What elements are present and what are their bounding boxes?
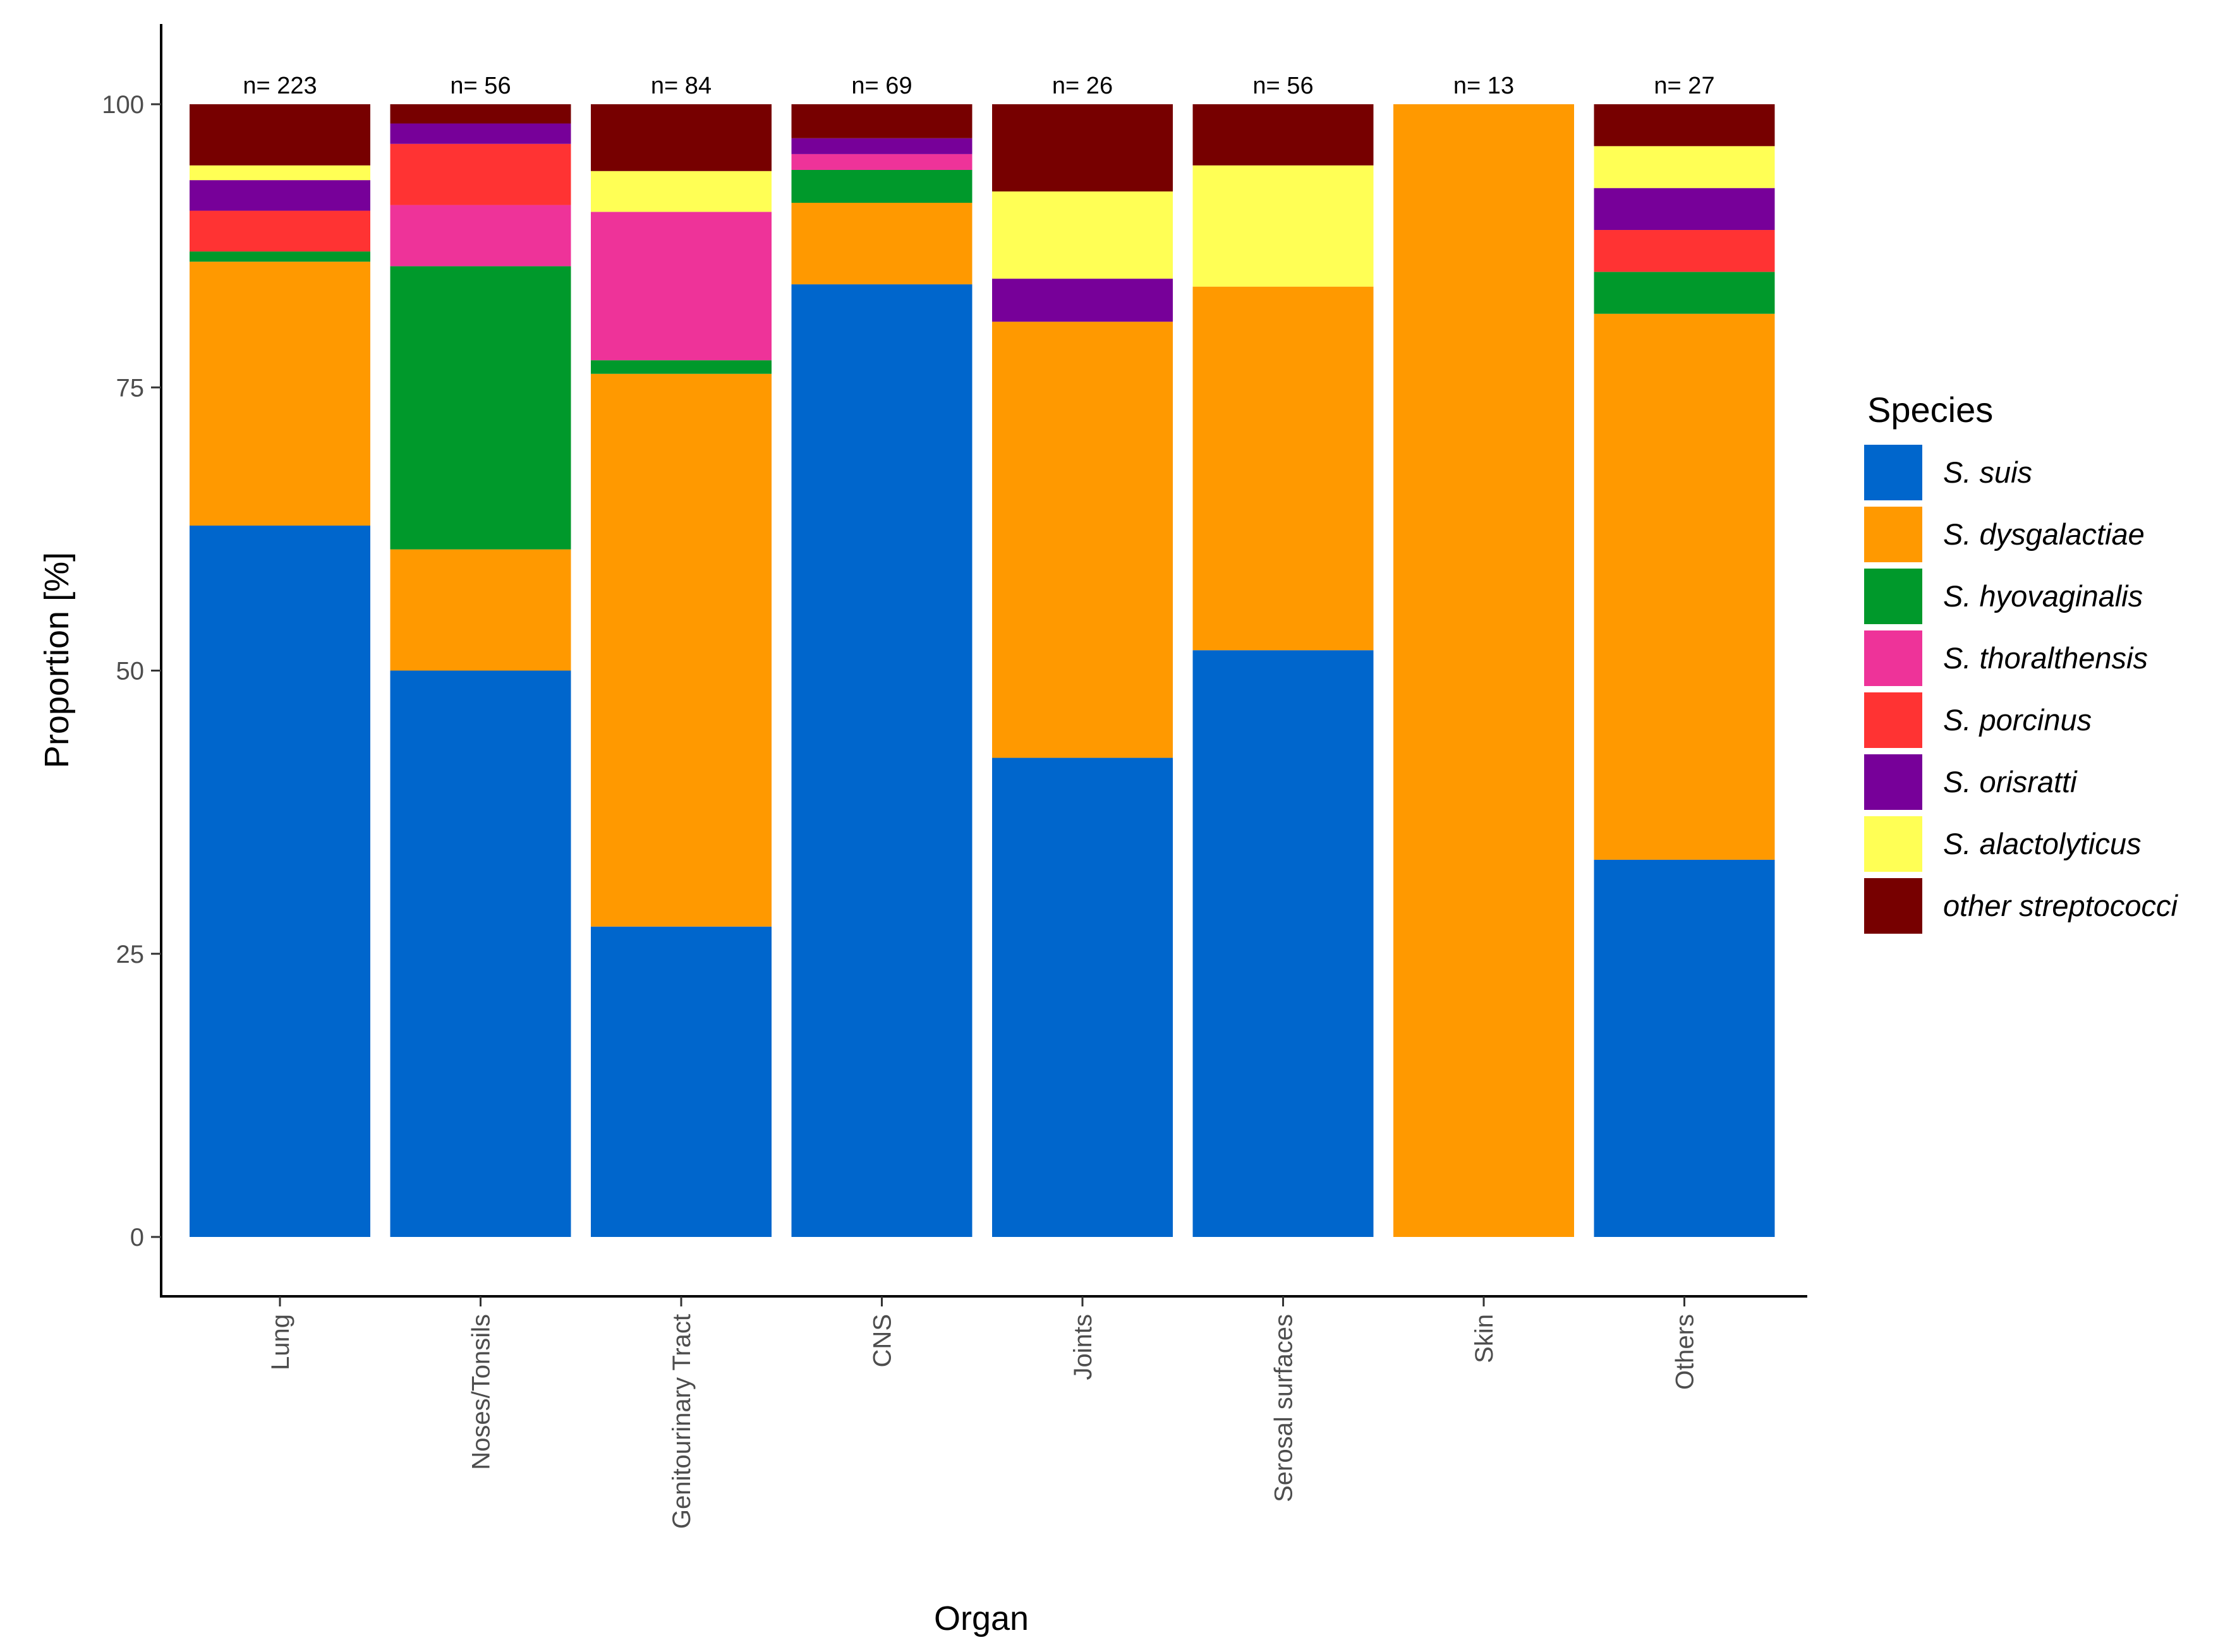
x-tick-label-joints: Joints — [1069, 1314, 1097, 1380]
x-tick-label-noses-tonsils: Noses/Tonsils — [468, 1314, 495, 1470]
bar-segment-noses-tonsils-s-thoralthensis — [390, 205, 571, 267]
bar-segment-genitourinary-tract-s-thoralthensis — [591, 212, 772, 361]
bar-segment-others-s-porcinus — [1594, 230, 1775, 272]
y-tick-label-50: 50 — [116, 658, 145, 685]
legend-title: Species — [1867, 390, 1993, 430]
bar-segment-lung-s-orisratti — [190, 180, 370, 211]
y-tick-label-75: 75 — [116, 374, 145, 402]
bar-segment-joints-s-alactolyticus — [992, 191, 1173, 279]
count-label-serosal-surfaces: n= 56 — [1252, 73, 1313, 99]
count-label-noses-tonsils: n= 56 — [450, 73, 511, 99]
bar-segment-serosal-surfaces-s-dysgalactiae — [1192, 286, 1374, 651]
legend-label-s-dysgalactiae: S. dysgalactiae — [1943, 517, 2145, 551]
bar-segment-others-other-streptococci — [1594, 104, 1775, 147]
bar-segment-cns-s-dysgalactiae — [791, 202, 973, 285]
bar-segment-lung-other-streptococci — [190, 104, 370, 166]
legend-swatch-s-alactolyticus — [1864, 816, 1922, 872]
legend-label-s-suis: S. suis — [1943, 455, 2032, 489]
bar-segment-noses-tonsils-s-hyovaginalis — [390, 266, 571, 550]
bar-segment-lung-s-hyovaginalis — [190, 251, 370, 262]
count-label-joints: n= 26 — [1052, 73, 1113, 99]
bar-segment-others-s-dysgalactiae — [1594, 313, 1775, 860]
bar-segment-lung-s-suis — [190, 525, 370, 1237]
count-label-genitourinary-tract: n= 84 — [651, 73, 712, 99]
bar-segment-joints-s-suis — [992, 757, 1173, 1237]
bar-segment-lung-s-alactolyticus — [190, 165, 370, 181]
legend-label-s-porcinus: S. porcinus — [1943, 703, 2092, 737]
legend-swatch-s-orisratti — [1864, 754, 1922, 810]
bar-segment-genitourinary-tract-s-suis — [591, 926, 772, 1237]
legend-swatch-s-dysgalactiae — [1864, 507, 1922, 562]
bar-segment-noses-tonsils-s-porcinus — [390, 143, 571, 205]
y-tick-label-0: 0 — [130, 1224, 144, 1251]
x-axis-title: Organ — [934, 1600, 1029, 1637]
bar-segment-lung-s-dysgalactiae — [190, 262, 370, 526]
bar-segment-cns-s-orisratti — [791, 138, 973, 154]
legend-swatch-other-streptococci — [1864, 878, 1922, 934]
bar-segment-genitourinary-tract-s-dysgalactiae — [591, 373, 772, 927]
x-tick-label-skin: Skin — [1470, 1314, 1498, 1363]
bar-segment-joints-s-dysgalactiae — [992, 322, 1173, 758]
bars-layer — [190, 104, 1775, 1237]
y-tick-label-100: 100 — [102, 91, 144, 119]
bar-segment-others-s-hyovaginalis — [1594, 272, 1775, 314]
bar-segment-serosal-surfaces-s-suis — [1192, 650, 1374, 1237]
bar-segment-cns-s-thoralthensis — [791, 154, 973, 170]
bar-segment-serosal-surfaces-s-alactolyticus — [1192, 165, 1374, 287]
legend-label-s-alactolyticus: S. alactolyticus — [1943, 827, 2141, 860]
bar-segment-cns-other-streptococci — [791, 104, 973, 138]
count-label-skin: n= 13 — [1453, 73, 1514, 99]
bar-segment-noses-tonsils-s-dysgalactiae — [390, 549, 571, 671]
legend-swatch-s-porcinus — [1864, 692, 1922, 748]
count-label-lung: n= 223 — [243, 73, 317, 99]
y-axis-ticks: 0 25 50 75 100 — [102, 91, 161, 1251]
bar-segment-genitourinary-tract-other-streptococci — [591, 104, 772, 171]
bar-segment-serosal-surfaces-other-streptococci — [1192, 104, 1374, 166]
bar-segment-others-s-orisratti — [1594, 188, 1775, 231]
bar-segment-genitourinary-tract-s-alactolyticus — [591, 171, 772, 212]
bar-segment-noses-tonsils-other-streptococci — [390, 104, 571, 124]
count-label-cns: n= 69 — [851, 73, 912, 99]
legend-label-s-orisratti: S. orisratti — [1943, 765, 2078, 799]
x-tick-label-lung: Lung — [267, 1314, 294, 1370]
bar-segment-joints-other-streptococci — [992, 104, 1173, 192]
bar-segment-joints-s-orisratti — [992, 279, 1173, 322]
x-tick-label-others: Others — [1671, 1314, 1699, 1390]
legend-label-s-thoralthensis: S. thoralthensis — [1943, 641, 2148, 675]
legend: Species S. suis S. dysgalactiae S. hyovag… — [1864, 390, 2179, 934]
axis-lines — [160, 24, 1807, 1298]
x-tick-label-genitourinary-tract: Genitourinary Tract — [668, 1314, 696, 1529]
x-tick-label-serosal-surfaces: Serosal surfaces — [1270, 1314, 1298, 1502]
y-tick-label-25: 25 — [116, 941, 145, 968]
legend-swatch-s-thoralthensis — [1864, 630, 1922, 686]
legend-label-other-streptococci: other streptococci — [1943, 889, 2179, 922]
n-labels-layer: n= 223 n= 56 n= 84 n= 69 n= 26 n= 56 n= 13 n= 2… — [243, 73, 1714, 99]
bar-segment-noses-tonsils-s-suis — [390, 670, 571, 1237]
legend-swatch-s-hyovaginalis — [1864, 569, 1922, 624]
bar-segment-cns-s-suis — [791, 284, 973, 1237]
bar-segment-others-s-suis — [1594, 859, 1775, 1237]
axes-layer — [160, 24, 1807, 1298]
bar-segment-genitourinary-tract-s-hyovaginalis — [591, 360, 772, 374]
x-axis-ticks: Lung Noses/Tonsils Genitourinary Tract CNS J… — [267, 1296, 1699, 1529]
bar-segment-noses-tonsils-s-orisratti — [390, 123, 571, 144]
bar-segment-cns-s-hyovaginalis — [791, 169, 973, 203]
legend-swatch-s-suis — [1864, 445, 1922, 500]
bar-segment-lung-s-porcinus — [190, 210, 370, 252]
count-label-others: n= 27 — [1654, 73, 1714, 99]
x-tick-label-cns: CNS — [869, 1314, 897, 1367]
legend-label-s-hyovaginalis: S. hyovaginalis — [1943, 579, 2143, 613]
y-axis-title: Proportion [%] — [38, 552, 76, 768]
bar-segment-skin-s-dysgalactiae — [1393, 104, 1574, 1237]
bar-segment-others-s-alactolyticus — [1594, 146, 1775, 188]
